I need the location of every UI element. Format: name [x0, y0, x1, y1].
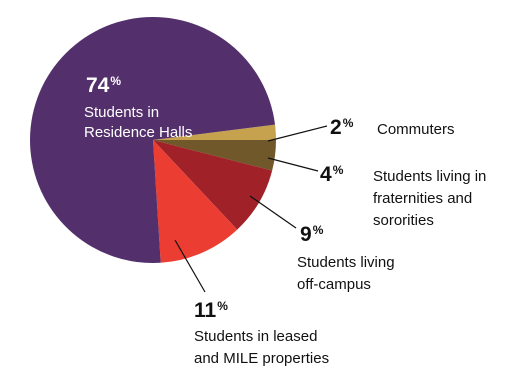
slice-category-label: Students living [297, 254, 395, 271]
pie-slice [153, 140, 238, 263]
leader-line [249, 195, 297, 229]
leader-line [267, 157, 319, 172]
slice-labels: 74% Students in Residence Halls 11% Students… [84, 74, 486, 367]
slice-percent-label: 74% [86, 74, 121, 97]
slice-category-label: Residence Halls [84, 124, 192, 141]
pie-slices [30, 16, 276, 263]
slice-percent-label: 9% [300, 223, 324, 246]
slice-percent-label: 11% [194, 299, 228, 322]
pie-slice [153, 124, 276, 140]
pie-slice [153, 140, 276, 171]
slice-category-label: fraternities and [373, 190, 472, 207]
pie-slice [30, 16, 276, 263]
slice-percent-label: 2% [330, 116, 354, 139]
leader-line [174, 239, 206, 293]
leader-lines [174, 125, 328, 293]
slice-percent-label: 4% [320, 163, 344, 186]
pie-slice [153, 140, 273, 230]
slice-category-label: sororities [373, 212, 434, 229]
slice-category-label: off-campus [297, 276, 371, 293]
slice-category-label: Students living in [373, 168, 486, 185]
slice-category-label: and MILE properties [194, 350, 329, 367]
slice-category-label: Students in [84, 104, 159, 121]
slice-category-label: Students in leased [194, 328, 317, 345]
slice-category-label: Commuters [377, 121, 455, 138]
leader-line [267, 125, 328, 142]
